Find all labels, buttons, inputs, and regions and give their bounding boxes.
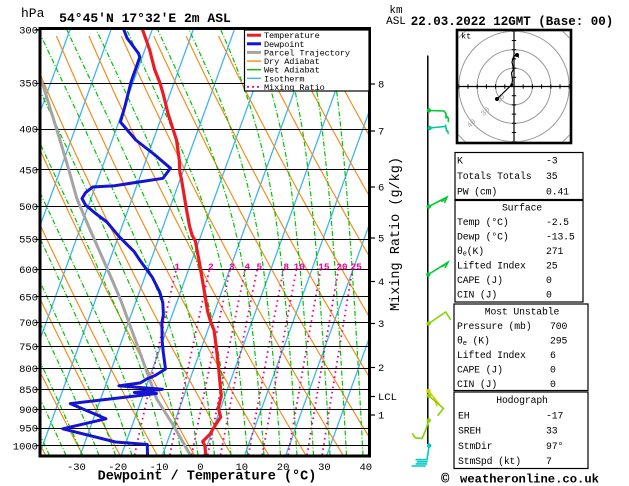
- svg-text:Pressure (mb): Pressure (mb): [457, 321, 531, 332]
- svg-text:EH: EH: [458, 411, 470, 422]
- svg-text:20: 20: [277, 462, 290, 474]
- svg-text:8: 8: [378, 80, 384, 92]
- svg-text:25: 25: [350, 262, 362, 273]
- svg-text:Mixing Ratio: Mixing Ratio: [264, 83, 325, 93]
- svg-text:295: 295: [550, 336, 567, 347]
- svg-text:kt: kt: [461, 32, 471, 42]
- svg-text:271: 271: [546, 246, 563, 257]
- svg-text:PW (cm): PW (cm): [457, 187, 497, 198]
- svg-text:10: 10: [294, 262, 306, 273]
- svg-text:Wet Adiabat: Wet Adiabat: [264, 66, 320, 76]
- svg-text:Lifted Index: Lifted Index: [457, 261, 526, 272]
- svg-text:Temp (°C): Temp (°C): [457, 217, 509, 228]
- svg-text:0: 0: [550, 379, 556, 390]
- svg-text:650: 650: [19, 292, 38, 304]
- svg-text:Lifted Index: Lifted Index: [457, 350, 526, 361]
- svg-text:550: 550: [19, 235, 38, 247]
- svg-text:-13.5: -13.5: [546, 232, 575, 243]
- svg-text:-10: -10: [150, 462, 169, 474]
- svg-text:350: 350: [19, 79, 38, 91]
- svg-text:8: 8: [283, 262, 289, 273]
- svg-text:©: ©: [441, 472, 450, 486]
- svg-text:Most Unstable: Most Unstable: [485, 307, 560, 318]
- svg-text:weatheronline.co.uk: weatheronline.co.uk: [460, 473, 599, 486]
- svg-text:450: 450: [19, 165, 38, 177]
- svg-text:K: K: [457, 156, 463, 167]
- svg-text:400: 400: [19, 125, 38, 137]
- svg-text:7: 7: [546, 456, 552, 467]
- svg-text:0: 0: [546, 275, 552, 286]
- svg-text:950: 950: [19, 424, 38, 436]
- svg-text:97°: 97°: [546, 441, 563, 452]
- svg-text:0: 0: [197, 462, 203, 474]
- svg-text:20: 20: [336, 262, 348, 273]
- svg-text:SREH: SREH: [458, 426, 481, 437]
- svg-text:6: 6: [550, 350, 556, 361]
- svg-text:5: 5: [378, 234, 384, 246]
- svg-text:33: 33: [546, 426, 558, 437]
- svg-text:Dry Adiabat: Dry Adiabat: [264, 57, 320, 67]
- svg-text:300: 300: [19, 25, 38, 37]
- svg-text:-17: -17: [546, 411, 563, 422]
- svg-text:Hodograph: Hodograph: [496, 395, 548, 406]
- svg-text:1: 1: [378, 411, 384, 423]
- svg-text:2: 2: [378, 363, 384, 375]
- svg-text:CAPE (J): CAPE (J): [457, 365, 503, 376]
- svg-text:10: 10: [235, 462, 248, 474]
- svg-text:750: 750: [19, 342, 38, 354]
- svg-text:CIN (J): CIN (J): [457, 290, 497, 301]
- svg-text:θe(K): θe(K): [457, 246, 484, 259]
- svg-text:StmDir: StmDir: [458, 441, 492, 452]
- svg-text:2: 2: [208, 262, 214, 273]
- svg-text:600: 600: [19, 265, 38, 277]
- svg-text:4: 4: [244, 262, 250, 273]
- svg-text:-30: -30: [67, 462, 86, 474]
- svg-text:-3: -3: [546, 156, 558, 167]
- svg-text:θe (K): θe (K): [457, 336, 490, 349]
- svg-text:Dewpoint / Temperature (°C): Dewpoint / Temperature (°C): [98, 470, 317, 485]
- svg-text:800: 800: [19, 364, 38, 376]
- svg-text:Isotherm: Isotherm: [264, 74, 304, 84]
- svg-text:6: 6: [378, 183, 384, 195]
- svg-text:Dewpoint: Dewpoint: [264, 40, 304, 50]
- svg-text:30: 30: [318, 462, 331, 474]
- svg-text:CAPE (J): CAPE (J): [457, 275, 503, 286]
- svg-text:7: 7: [378, 127, 384, 139]
- svg-text:StmSpd (kt): StmSpd (kt): [458, 456, 521, 467]
- svg-text:Parcel Trajectory: Parcel Trajectory: [264, 48, 350, 58]
- svg-text:Totals Totals: Totals Totals: [457, 171, 532, 182]
- svg-text:900: 900: [19, 405, 38, 417]
- svg-text:-2.5: -2.5: [546, 217, 569, 228]
- svg-text:3: 3: [378, 319, 384, 331]
- svg-text:25: 25: [546, 261, 558, 272]
- svg-text:Surface: Surface: [502, 203, 542, 214]
- svg-text:CIN (J): CIN (J): [457, 379, 497, 390]
- svg-text:35: 35: [546, 171, 558, 182]
- svg-text:54°45'N 17°32'E 2m ASL: 54°45'N 17°32'E 2m ASL: [59, 11, 231, 26]
- svg-text:4: 4: [378, 277, 384, 289]
- svg-text:700: 700: [19, 318, 38, 330]
- svg-text:0: 0: [546, 290, 552, 301]
- svg-text:500: 500: [19, 202, 38, 214]
- svg-text:0.41: 0.41: [546, 187, 569, 198]
- svg-text:km: km: [389, 5, 403, 17]
- svg-text:Mixing Ratio (g/kg): Mixing Ratio (g/kg): [389, 157, 404, 311]
- svg-text:15: 15: [318, 262, 330, 273]
- svg-text:-20: -20: [108, 462, 127, 474]
- svg-text:ASL: ASL: [386, 16, 406, 28]
- svg-text:700: 700: [550, 321, 567, 332]
- svg-text:850: 850: [19, 385, 38, 397]
- svg-text:3: 3: [229, 262, 235, 273]
- svg-text:5: 5: [257, 262, 263, 273]
- svg-text:0: 0: [550, 365, 556, 376]
- svg-text:1000: 1000: [13, 441, 38, 453]
- svg-text:LCL: LCL: [378, 392, 397, 404]
- svg-text:1: 1: [174, 262, 180, 273]
- svg-text:40: 40: [359, 462, 372, 474]
- svg-text:hPa: hPa: [21, 6, 45, 21]
- svg-text:Temperature: Temperature: [264, 31, 320, 41]
- svg-text:22.03.2022 12GMT (Base: 00): 22.03.2022 12GMT (Base: 00): [411, 15, 614, 29]
- svg-text:Dewp (°C): Dewp (°C): [457, 232, 509, 243]
